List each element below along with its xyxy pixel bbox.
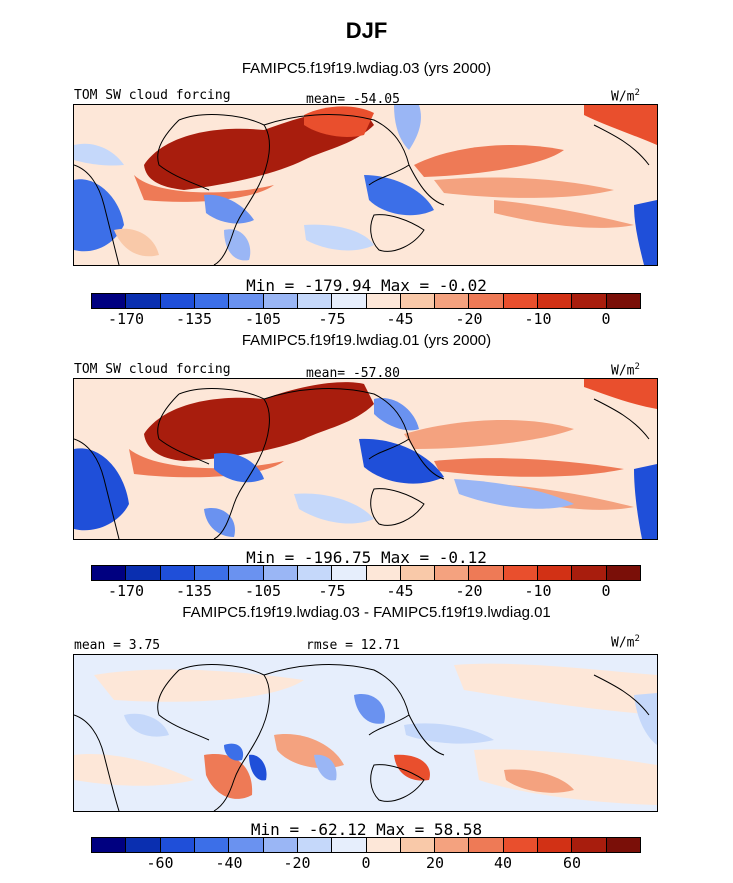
colorbar-swatch: [366, 294, 401, 308]
panel-2-tick: -135: [175, 582, 213, 600]
panel-2-title: FAMIPC5.f19f19.lwdiag.01 (yrs 2000): [241, 332, 492, 349]
colorbar-swatch: [366, 566, 401, 580]
panel-1-units: W/m2: [611, 88, 640, 105]
panel-2-map: [73, 378, 658, 540]
panel-2-tick: -20: [455, 582, 483, 600]
panel-2-tick: -170: [107, 582, 145, 600]
panel-1-contour-field: [74, 105, 657, 265]
panel-1-map: [73, 104, 658, 266]
colorbar-swatch: [469, 566, 504, 580]
panel-3-contour-field: [74, 655, 657, 811]
colorbar-swatch: [229, 294, 264, 308]
colorbar-swatch: [435, 566, 470, 580]
panel-3-mean-label: mean = 3.75: [74, 638, 161, 653]
colorbar-swatch: [332, 294, 367, 308]
colorbar-swatch: [194, 566, 230, 580]
panel-2-mean-label: mean= -57.80: [306, 366, 400, 381]
colorbar-swatch: [400, 294, 436, 308]
panel-1-tick: -45: [386, 310, 414, 328]
panel-2-contour-field: [74, 379, 657, 539]
panel-3-tick: -20: [283, 854, 311, 872]
colorbar-swatch: [194, 838, 230, 852]
panel-3-tick: 20: [425, 854, 445, 872]
colorbar-swatch: [229, 566, 264, 580]
colorbar-swatch: [92, 294, 127, 308]
colorbar-swatch: [263, 838, 298, 852]
colorbar-swatch: [572, 566, 607, 580]
panel-3-map: [73, 654, 658, 812]
panel-1-title: FAMIPC5.f19f19.lwdiag.03 (yrs 2000): [241, 60, 492, 77]
panel-1-mean-label: mean= -54.05: [306, 92, 400, 107]
colorbar-swatch: [126, 838, 161, 852]
panel-3-tick: 60: [562, 854, 582, 872]
colorbar-swatch: [92, 838, 127, 852]
colorbar-swatch: [469, 838, 504, 852]
panel-2-tick: 0: [601, 582, 611, 600]
colorbar-swatch: [538, 566, 573, 580]
panel-2-tick: -10: [524, 582, 552, 600]
colorbar-swatch: [126, 566, 161, 580]
colorbar-swatch: [194, 294, 230, 308]
colorbar-swatch: [572, 838, 607, 852]
panel-1-tick: -20: [455, 310, 483, 328]
panel-3-tick: 0: [361, 854, 371, 872]
colorbar-swatch: [606, 838, 640, 852]
colorbar-swatch: [400, 838, 436, 852]
panel-1-tick: -105: [244, 310, 282, 328]
panel-3-rmse-label: rmse = 12.71: [306, 638, 400, 653]
colorbar-swatch: [606, 566, 640, 580]
panel-1-colorbar: [91, 293, 641, 309]
panel-3-tick: -40: [215, 854, 243, 872]
colorbar-swatch: [263, 294, 298, 308]
colorbar-swatch: [332, 838, 367, 852]
panel-2-units: W/m2: [611, 362, 640, 379]
colorbar-swatch: [297, 566, 333, 580]
panel-1-stats: Min = -179.94 Max = -0.02: [246, 276, 487, 295]
colorbar-swatch: [297, 294, 333, 308]
colorbar-swatch: [332, 566, 367, 580]
colorbar-swatch: [435, 838, 470, 852]
colorbar-swatch: [435, 294, 470, 308]
main-title: DJF: [345, 18, 388, 43]
panel-3-units: W/m2: [611, 634, 640, 651]
colorbar-swatch: [126, 294, 161, 308]
panel-1-tick: -135: [175, 310, 213, 328]
panel-1-field-label: TOM SW cloud forcing: [74, 88, 231, 103]
colorbar-swatch: [160, 566, 195, 580]
panel-3-tick: 40: [493, 854, 513, 872]
panel-1-tick: -75: [318, 310, 346, 328]
colorbar-swatch: [400, 566, 436, 580]
colorbar-swatch: [503, 294, 539, 308]
panel-2-tick: -75: [318, 582, 346, 600]
colorbar-swatch: [160, 838, 195, 852]
panel-3-tick: -60: [146, 854, 174, 872]
colorbar-swatch: [606, 294, 640, 308]
panel-1-tick: 0: [601, 310, 611, 328]
colorbar-swatch: [503, 566, 539, 580]
colorbar-swatch: [572, 294, 607, 308]
colorbar-swatch: [297, 838, 333, 852]
colorbar-swatch: [469, 294, 504, 308]
colorbar-swatch: [92, 566, 127, 580]
panel-2-tick: -45: [386, 582, 414, 600]
panel-3-stats: Min = -62.12 Max = 58.58: [250, 820, 483, 839]
panel-3-colorbar: [91, 837, 641, 853]
colorbar-swatch: [366, 838, 401, 852]
panel-2-stats: Min = -196.75 Max = -0.12: [246, 548, 487, 567]
panel-2-field-label: TOM SW cloud forcing: [74, 362, 231, 377]
colorbar-swatch: [229, 838, 264, 852]
panel-1-tick: -170: [107, 310, 145, 328]
colorbar-swatch: [538, 838, 573, 852]
colorbar-swatch: [263, 566, 298, 580]
panel-3-title: FAMIPC5.f19f19.lwdiag.03 - FAMIPC5.f19f1…: [182, 604, 551, 621]
panel-1-tick: -10: [524, 310, 552, 328]
colorbar-swatch: [503, 838, 539, 852]
colorbar-swatch: [538, 294, 573, 308]
colorbar-swatch: [160, 294, 195, 308]
panel-2-colorbar: [91, 565, 641, 581]
panel-2-tick: -105: [244, 582, 282, 600]
